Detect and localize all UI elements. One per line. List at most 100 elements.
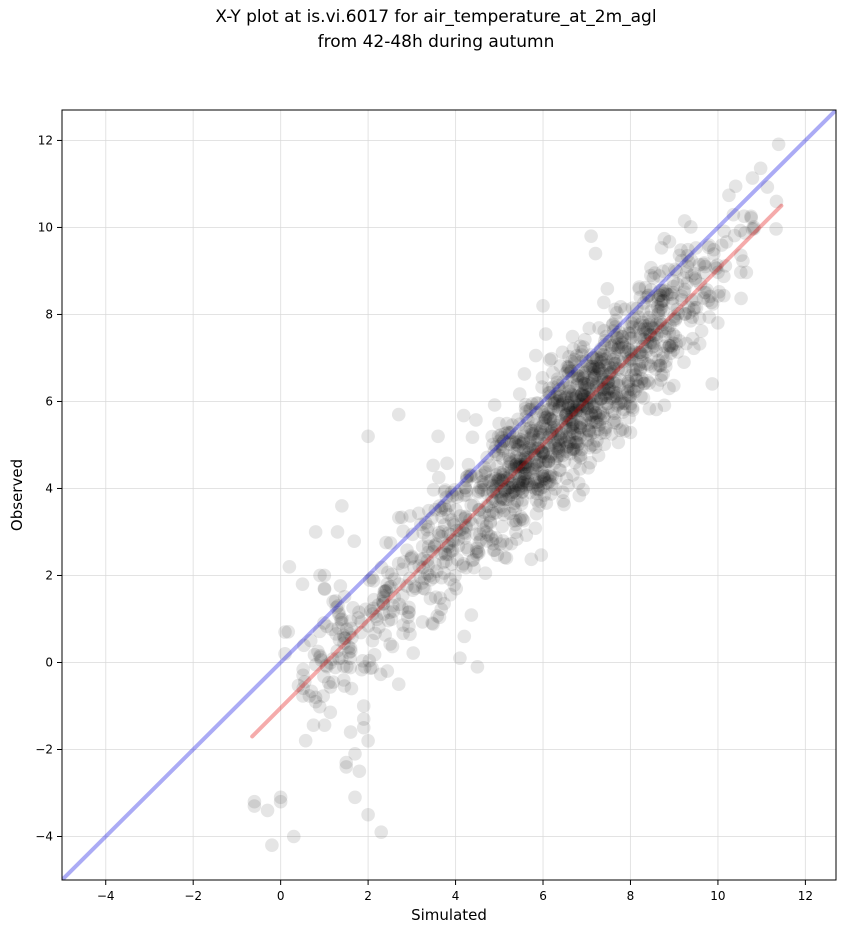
data-point [582, 395, 597, 410]
data-point [511, 477, 526, 492]
data-point [421, 503, 436, 518]
data-point [640, 334, 655, 349]
data-point [478, 566, 493, 581]
data-point [603, 347, 617, 361]
data-point [341, 640, 356, 654]
data-point [523, 441, 538, 456]
data-point [515, 460, 529, 474]
data-point [402, 571, 417, 586]
data-point [637, 332, 652, 346]
data-point [469, 545, 484, 559]
data-point [496, 441, 510, 456]
data-point [556, 494, 570, 508]
data-point [613, 396, 628, 410]
data-point [303, 633, 318, 648]
data-point [554, 425, 569, 440]
data-point [552, 438, 567, 452]
data-point [434, 503, 448, 518]
data-point [574, 375, 589, 390]
data-point [584, 406, 598, 420]
data-point [323, 680, 338, 694]
data-point [494, 427, 509, 442]
data-point [449, 581, 464, 596]
data-point [580, 378, 595, 392]
data-point [526, 414, 541, 429]
data-point [563, 421, 578, 436]
data-point [568, 388, 583, 403]
data-point [675, 293, 689, 307]
data-point [597, 382, 611, 397]
axes-frame [61, 109, 837, 881]
data-point [727, 228, 742, 243]
data-point [563, 412, 577, 427]
data-point [581, 390, 595, 405]
data-point [457, 488, 471, 503]
data-point [632, 321, 646, 335]
data-point [649, 402, 664, 417]
data-point [437, 498, 451, 513]
data-point [643, 335, 658, 350]
data-point [331, 599, 345, 613]
data-point [552, 439, 567, 454]
data-point [519, 404, 533, 419]
data-point [624, 347, 639, 362]
data-point [578, 381, 593, 395]
data-point [437, 518, 452, 532]
data-point [471, 484, 486, 499]
data-point [320, 659, 334, 674]
data-point [450, 487, 464, 502]
data-point [494, 437, 509, 451]
data-point [387, 590, 402, 605]
data-point [628, 368, 643, 382]
data-point [576, 340, 591, 354]
data-point [581, 460, 596, 475]
data-point [485, 533, 500, 547]
data-point [570, 390, 584, 405]
data-point [286, 829, 301, 844]
data-point [566, 342, 581, 357]
data-point [611, 340, 626, 355]
data-point [518, 480, 533, 494]
data-point [479, 525, 494, 539]
data-point [645, 313, 659, 328]
data-point [532, 474, 547, 489]
data-point [510, 438, 525, 452]
data-point [420, 522, 434, 537]
data-point [697, 256, 712, 270]
data-point [374, 560, 389, 575]
data-point [466, 552, 481, 567]
data-point [308, 690, 323, 705]
data-point [534, 443, 549, 458]
data-point [587, 365, 601, 380]
data-point [514, 497, 529, 511]
data-point [381, 565, 395, 580]
data-point [569, 435, 584, 449]
data-point [697, 285, 712, 300]
data-point [645, 335, 659, 350]
data-point [597, 387, 612, 401]
data-point [489, 482, 503, 496]
data-point [550, 449, 565, 464]
data-point [573, 430, 587, 445]
data-point [531, 441, 545, 455]
data-point [473, 532, 488, 547]
data-point [511, 483, 526, 498]
data-point [344, 644, 358, 659]
data-point [383, 637, 397, 651]
data-point [707, 247, 721, 261]
data-point [465, 517, 479, 531]
data-point [579, 428, 594, 442]
data-point [319, 658, 333, 673]
data-point [529, 486, 544, 501]
data-point [326, 594, 340, 609]
data-point [651, 359, 666, 373]
data-point [659, 287, 674, 301]
data-point [569, 419, 584, 433]
data-point [510, 493, 524, 508]
data-point [489, 505, 504, 520]
data-point [705, 377, 720, 391]
data-point [519, 528, 534, 542]
data-point [471, 544, 486, 559]
data-point [625, 400, 640, 415]
data-point [495, 519, 509, 534]
